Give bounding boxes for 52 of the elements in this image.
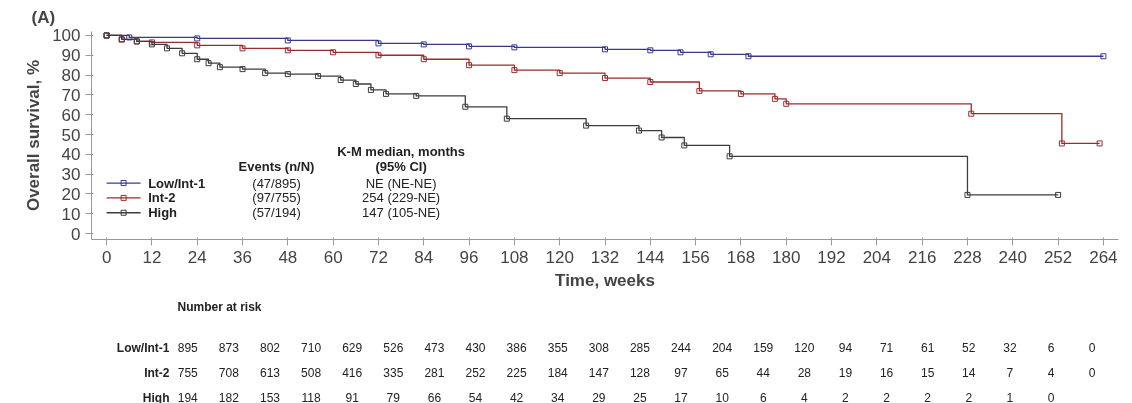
x-tick-label: 240 [998, 247, 1027, 267]
x-tick-label: 216 [907, 247, 937, 267]
text: Low/Int-1 895 873 802 710 629 526 473 430 386 355 308 285 244 204 159 120 94 71 61 52 32 6 0 [116, 340, 1096, 355]
y-tick-label: 50 [61, 125, 81, 145]
x-tick-label: 252 [1043, 247, 1073, 267]
y-tick-label: 70 [61, 85, 81, 105]
y-tick-label: 100 [52, 26, 81, 46]
x-tick-label: 60 [323, 247, 343, 267]
legend-label: Int-2 [148, 190, 176, 206]
x-tick-label: 0 [101, 247, 112, 267]
annotation: (57/194) [252, 205, 301, 221]
x-tick-label: 108 [500, 247, 529, 267]
x-tick-label: 24 [187, 247, 207, 267]
x-tick-label: 48 [278, 247, 298, 267]
x-tick-label: 72 [369, 247, 388, 267]
y-tick-label: 20 [61, 184, 81, 204]
x-tick-label: 228 [953, 247, 982, 267]
y-tick-label: 60 [61, 105, 81, 125]
y-tick-label: 80 [61, 66, 81, 86]
y-tick-label: 10 [61, 204, 81, 224]
y-tick-label: 0 [71, 224, 81, 244]
y-tick-label: 40 [61, 145, 81, 165]
x-tick-label: 192 [817, 247, 846, 267]
x-tick-label: 180 [772, 247, 801, 267]
y-axis-title: Overall survival, % [24, 59, 44, 212]
x-tick-label: 36 [233, 247, 252, 267]
legend-label: High [148, 205, 178, 221]
x-tick-label: 168 [726, 247, 756, 267]
annotation: 147 (105-NE) [362, 205, 441, 221]
x-axis-title: Time, weeks [555, 270, 655, 290]
annotation: (95% CI) [375, 158, 427, 174]
annotation: NE (NE-NE) [365, 175, 437, 191]
annotation: (47/895) [252, 175, 301, 191]
y-tick-label: 90 [61, 46, 81, 66]
x-tick-label: 144 [636, 247, 665, 267]
x-tick-label: 132 [590, 247, 620, 267]
legend-label: Low/Int-1 [148, 175, 206, 191]
x-tick-label: 156 [681, 247, 710, 267]
x-tick-label: 84 [414, 247, 434, 267]
chart-title: (A) [31, 7, 56, 27]
y-tick-label: 30 [61, 165, 81, 185]
x-tick-label: 120 [545, 247, 574, 267]
x-tick-label: 12 [142, 247, 162, 267]
annotation: 254 (229-NE) [362, 190, 441, 206]
annotation: K-M median, months [337, 143, 466, 159]
text: Int-2 755 708 613 508 416 335 281 252 225 184 147 128 97 65 44 28 19 16 15 14 7 4 0 [144, 365, 1096, 380]
text: Number at risk [177, 299, 262, 314]
annotation: (97/755) [252, 190, 301, 206]
x-tick-label: 204 [862, 247, 892, 267]
x-tick-label: 264 [1089, 247, 1118, 267]
annotation: Events (n/N) [238, 158, 315, 174]
x-tick-label: 96 [459, 247, 479, 267]
